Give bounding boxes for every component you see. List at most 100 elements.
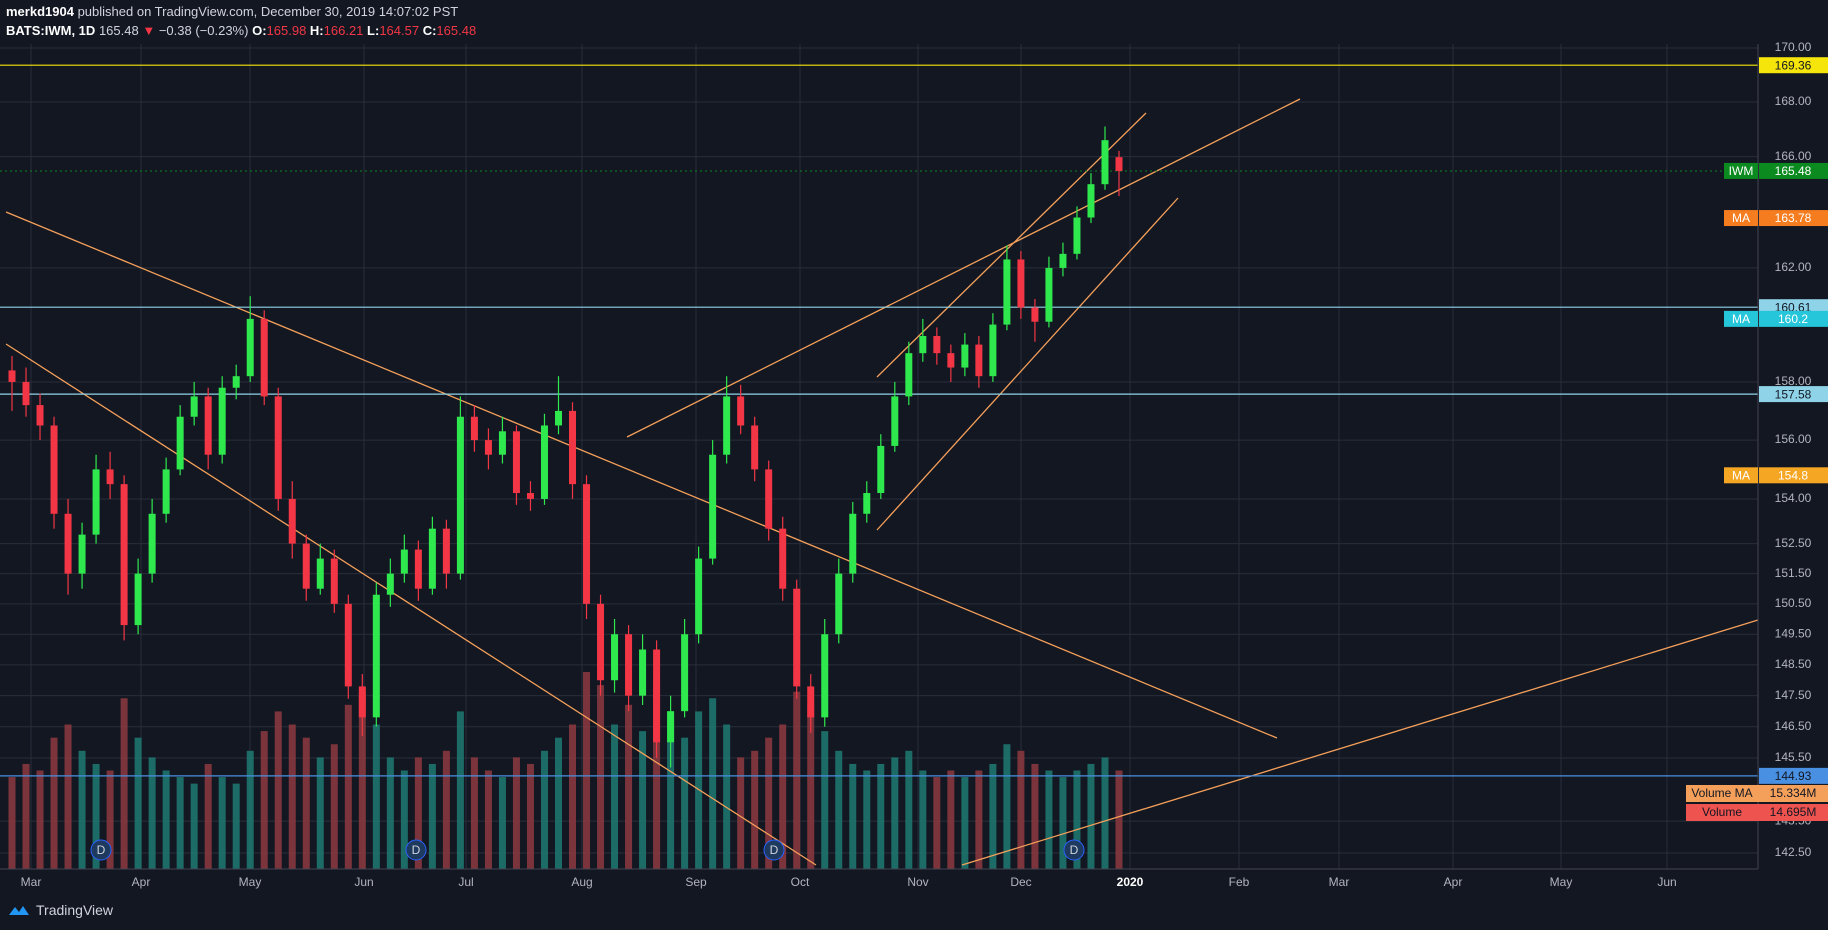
- drawings: [0, 64, 1759, 866]
- last: 165.48: [98, 23, 139, 38]
- x-tick-label: 2020: [1117, 875, 1144, 889]
- price-tag: MA: [1732, 468, 1750, 482]
- volume-bar: [372, 724, 380, 869]
- brand: TradingView: [36, 902, 114, 918]
- y-tick-label: 149.50: [1775, 626, 1812, 640]
- candle-body: [470, 416, 478, 441]
- price-label-box: [1759, 467, 1828, 484]
- y-tick-label: 152.50: [1775, 536, 1812, 550]
- volume-bar: [737, 757, 745, 869]
- footer: TradingView: [8, 902, 113, 918]
- x-tick-label: Apr: [132, 875, 151, 889]
- candle-body: [779, 528, 787, 589]
- candle-body: [1017, 259, 1025, 308]
- event-marker: [405, 839, 427, 861]
- volume-bar: [779, 724, 787, 869]
- logo: [9, 906, 29, 915]
- candle-body: [246, 318, 254, 377]
- candle-body: [8, 370, 16, 382]
- volume-bar: [793, 691, 801, 869]
- level-label-box: [1759, 767, 1828, 784]
- volume-tag-box: [1686, 785, 1828, 802]
- volume-bar: [569, 724, 577, 869]
- candle-body: [484, 440, 492, 455]
- candle-body: [92, 469, 100, 535]
- volume-bar: [961, 777, 969, 869]
- event-marker: [1063, 839, 1085, 861]
- y-tick-label: 151.50: [1775, 566, 1812, 580]
- volume-bar: [1101, 757, 1109, 869]
- volume-bar: [386, 757, 394, 869]
- volume-bar: [1017, 750, 1025, 869]
- candles: [8, 126, 1123, 768]
- candle-body: [1073, 217, 1081, 254]
- candle-body: [50, 425, 58, 514]
- price-label: 160.2: [1778, 312, 1808, 326]
- price-label: 165.48: [1775, 164, 1812, 178]
- volume-bar: [50, 737, 58, 869]
- event-label: D: [97, 843, 106, 857]
- volume-bar: [204, 763, 212, 869]
- chart: 170.00 168.00 166.00 162.00 158.00 156.00 154.…: [0, 40, 1828, 890]
- volume-bar: [246, 750, 254, 869]
- volume-bar: [190, 783, 198, 869]
- candle-body: [442, 528, 450, 574]
- candle-body: [400, 549, 408, 574]
- candle-body: [176, 416, 184, 470]
- candle-body: [148, 513, 156, 574]
- header-line: merkd1904 published on TradingView.com, …: [6, 2, 476, 21]
- y-tick-label: 158.00: [1775, 374, 1812, 388]
- header: merkd1904 published on TradingView.com, …: [6, 2, 476, 40]
- h-label: H:: [309, 23, 324, 38]
- volume-bar: [22, 763, 30, 869]
- event-marker: [763, 839, 785, 861]
- trend-line: [876, 112, 1147, 378]
- volume-label: 15.334M: [1770, 786, 1817, 800]
- x-tick-label: Mar: [21, 875, 42, 889]
- o-label: O:: [252, 23, 267, 38]
- volume-label: 14.695M: [1770, 805, 1817, 819]
- volume-bar: [611, 724, 619, 869]
- volume-bar: [148, 757, 156, 869]
- x-tick-label: Jul: [458, 875, 473, 889]
- volume-bar: [120, 698, 128, 869]
- volume-bar: [653, 685, 661, 869]
- candle-body: [302, 543, 310, 589]
- candle-body: [961, 344, 969, 368]
- candle-body: [905, 353, 913, 397]
- y-tick-label: 147.50: [1775, 688, 1812, 702]
- candle-body: [78, 534, 86, 574]
- volume: [8, 672, 1123, 869]
- candle-body: [583, 484, 591, 604]
- volume-tag: Volume MA: [1691, 786, 1752, 800]
- volume-bar: [512, 757, 520, 869]
- x-tick-label: Oct: [791, 875, 810, 889]
- candle-body: [821, 634, 829, 718]
- trend-line: [876, 197, 1179, 531]
- price-tag: MA: [1732, 312, 1750, 326]
- y-tick-label: 166.00: [1775, 149, 1812, 163]
- volume-bar: [302, 737, 310, 869]
- volume-bar: [554, 737, 562, 869]
- event-marker: [90, 839, 112, 861]
- candle-body: [569, 410, 577, 485]
- volume-bar: [176, 777, 184, 869]
- y-tick-label: 170.00: [1775, 40, 1812, 54]
- x-tick-label: Feb: [1229, 875, 1250, 889]
- y-tick-label: 150.50: [1775, 596, 1812, 610]
- candle-body: [190, 396, 198, 417]
- author: merkd1904: [6, 4, 74, 19]
- candle-body: [120, 484, 128, 626]
- x-tick-label: May: [239, 875, 262, 889]
- volume-bar: [64, 724, 72, 869]
- volume-bar: [821, 731, 829, 869]
- candle-body: [709, 454, 717, 559]
- candle-body: [260, 318, 268, 397]
- candle-body: [526, 493, 534, 499]
- candle-body: [807, 686, 815, 718]
- volume-bar: [106, 770, 114, 869]
- event-label: D: [412, 843, 421, 857]
- volume-bar: [316, 757, 324, 869]
- volume-bar: [947, 770, 955, 869]
- volume-bar: [681, 737, 689, 869]
